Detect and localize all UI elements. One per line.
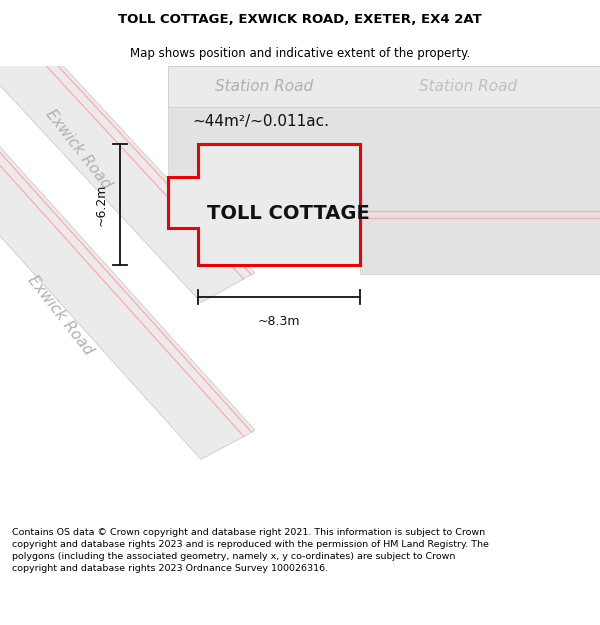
Text: ~44m²/~0.011ac.: ~44m²/~0.011ac. (192, 114, 329, 129)
Text: Station Road: Station Road (419, 79, 517, 94)
Text: ~6.2m: ~6.2m (95, 183, 108, 226)
Text: TOLL COTTAGE, EXWICK ROAD, EXETER, EX4 2AT: TOLL COTTAGE, EXWICK ROAD, EXETER, EX4 2… (118, 13, 482, 26)
Polygon shape (168, 144, 360, 264)
Polygon shape (168, 107, 600, 274)
Polygon shape (0, 144, 255, 459)
Text: ~8.3m: ~8.3m (258, 316, 300, 328)
Polygon shape (0, 14, 255, 302)
Text: Map shows position and indicative extent of the property.: Map shows position and indicative extent… (130, 48, 470, 60)
Text: Exwick Road: Exwick Road (43, 106, 113, 191)
Text: Station Road: Station Road (215, 79, 313, 94)
Text: Contains OS data © Crown copyright and database right 2021. This information is : Contains OS data © Crown copyright and d… (12, 528, 489, 572)
Text: Exwick Road: Exwick Road (25, 272, 95, 358)
Text: TOLL COTTAGE: TOLL COTTAGE (206, 204, 370, 223)
Polygon shape (168, 66, 600, 108)
